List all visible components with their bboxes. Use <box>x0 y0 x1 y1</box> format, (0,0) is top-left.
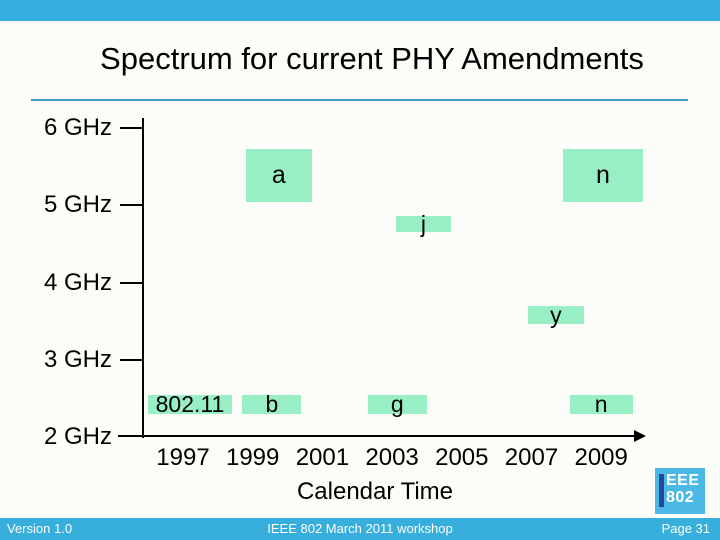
x-tick-label-2009: 2009 <box>574 444 628 471</box>
amendment-box-g: g <box>367 392 427 415</box>
y-tick-label-3ghz: 3 GHz <box>43 345 112 373</box>
amendment-box-b: b <box>242 392 302 415</box>
slide-title: Spectrum for current PHY Amendments <box>100 41 644 76</box>
y-tick-label-5ghz: 5 GHz <box>43 191 112 219</box>
x-tick-label-2001: 2001 <box>295 444 350 471</box>
y-tick-4ghz <box>120 281 142 284</box>
footer-bar: Version 1.0 IEEE 802 March 2011 workshop… <box>0 518 720 540</box>
y-tick-6ghz <box>120 127 142 130</box>
logo-line1: EEE <box>666 472 700 489</box>
logo-i-bar-icon <box>659 474 664 507</box>
amendment-box-a: a <box>245 149 312 202</box>
amendment-box-80211: 802.11 <box>148 392 232 415</box>
x-tick-label-1999: 1999 <box>225 444 280 471</box>
amendment-box-n: n <box>562 149 643 202</box>
x-tick-label-1997: 1997 <box>156 444 210 471</box>
x-axis-arrowhead-icon <box>634 430 646 442</box>
x-axis-line <box>118 435 636 437</box>
x-tick-label-2003: 2003 <box>365 444 419 471</box>
y-tick-3ghz <box>120 358 142 361</box>
y-tick-label-6ghz: 6 GHz <box>43 114 112 142</box>
x-tick-label-2007: 2007 <box>504 444 559 471</box>
x-tick-label-2005: 2005 <box>435 444 489 471</box>
header-bar <box>0 0 720 21</box>
y-axis-line <box>142 118 144 438</box>
logo-text: EEE 802 <box>666 472 700 506</box>
amendment-box-n: n <box>569 392 633 415</box>
x-axis-title: Calendar Time <box>296 478 454 505</box>
title-divider <box>31 99 688 101</box>
amendment-box-j: j <box>395 212 452 235</box>
footer-workshop: IEEE 802 March 2011 workshop <box>267 521 453 536</box>
amendment-box-y: y <box>528 303 584 326</box>
logo-line2: 802 <box>666 489 695 506</box>
footer-version: Version 1.0 <box>7 521 73 536</box>
y-tick-label-4ghz: 4 GHz <box>43 268 112 296</box>
footer-page-number: Page 31 <box>661 521 710 536</box>
y-tick-5ghz <box>120 204 142 207</box>
ieee-802-logo: EEE 802 <box>655 468 705 514</box>
y-tick-label-2ghz: 2 GHz <box>43 423 112 450</box>
